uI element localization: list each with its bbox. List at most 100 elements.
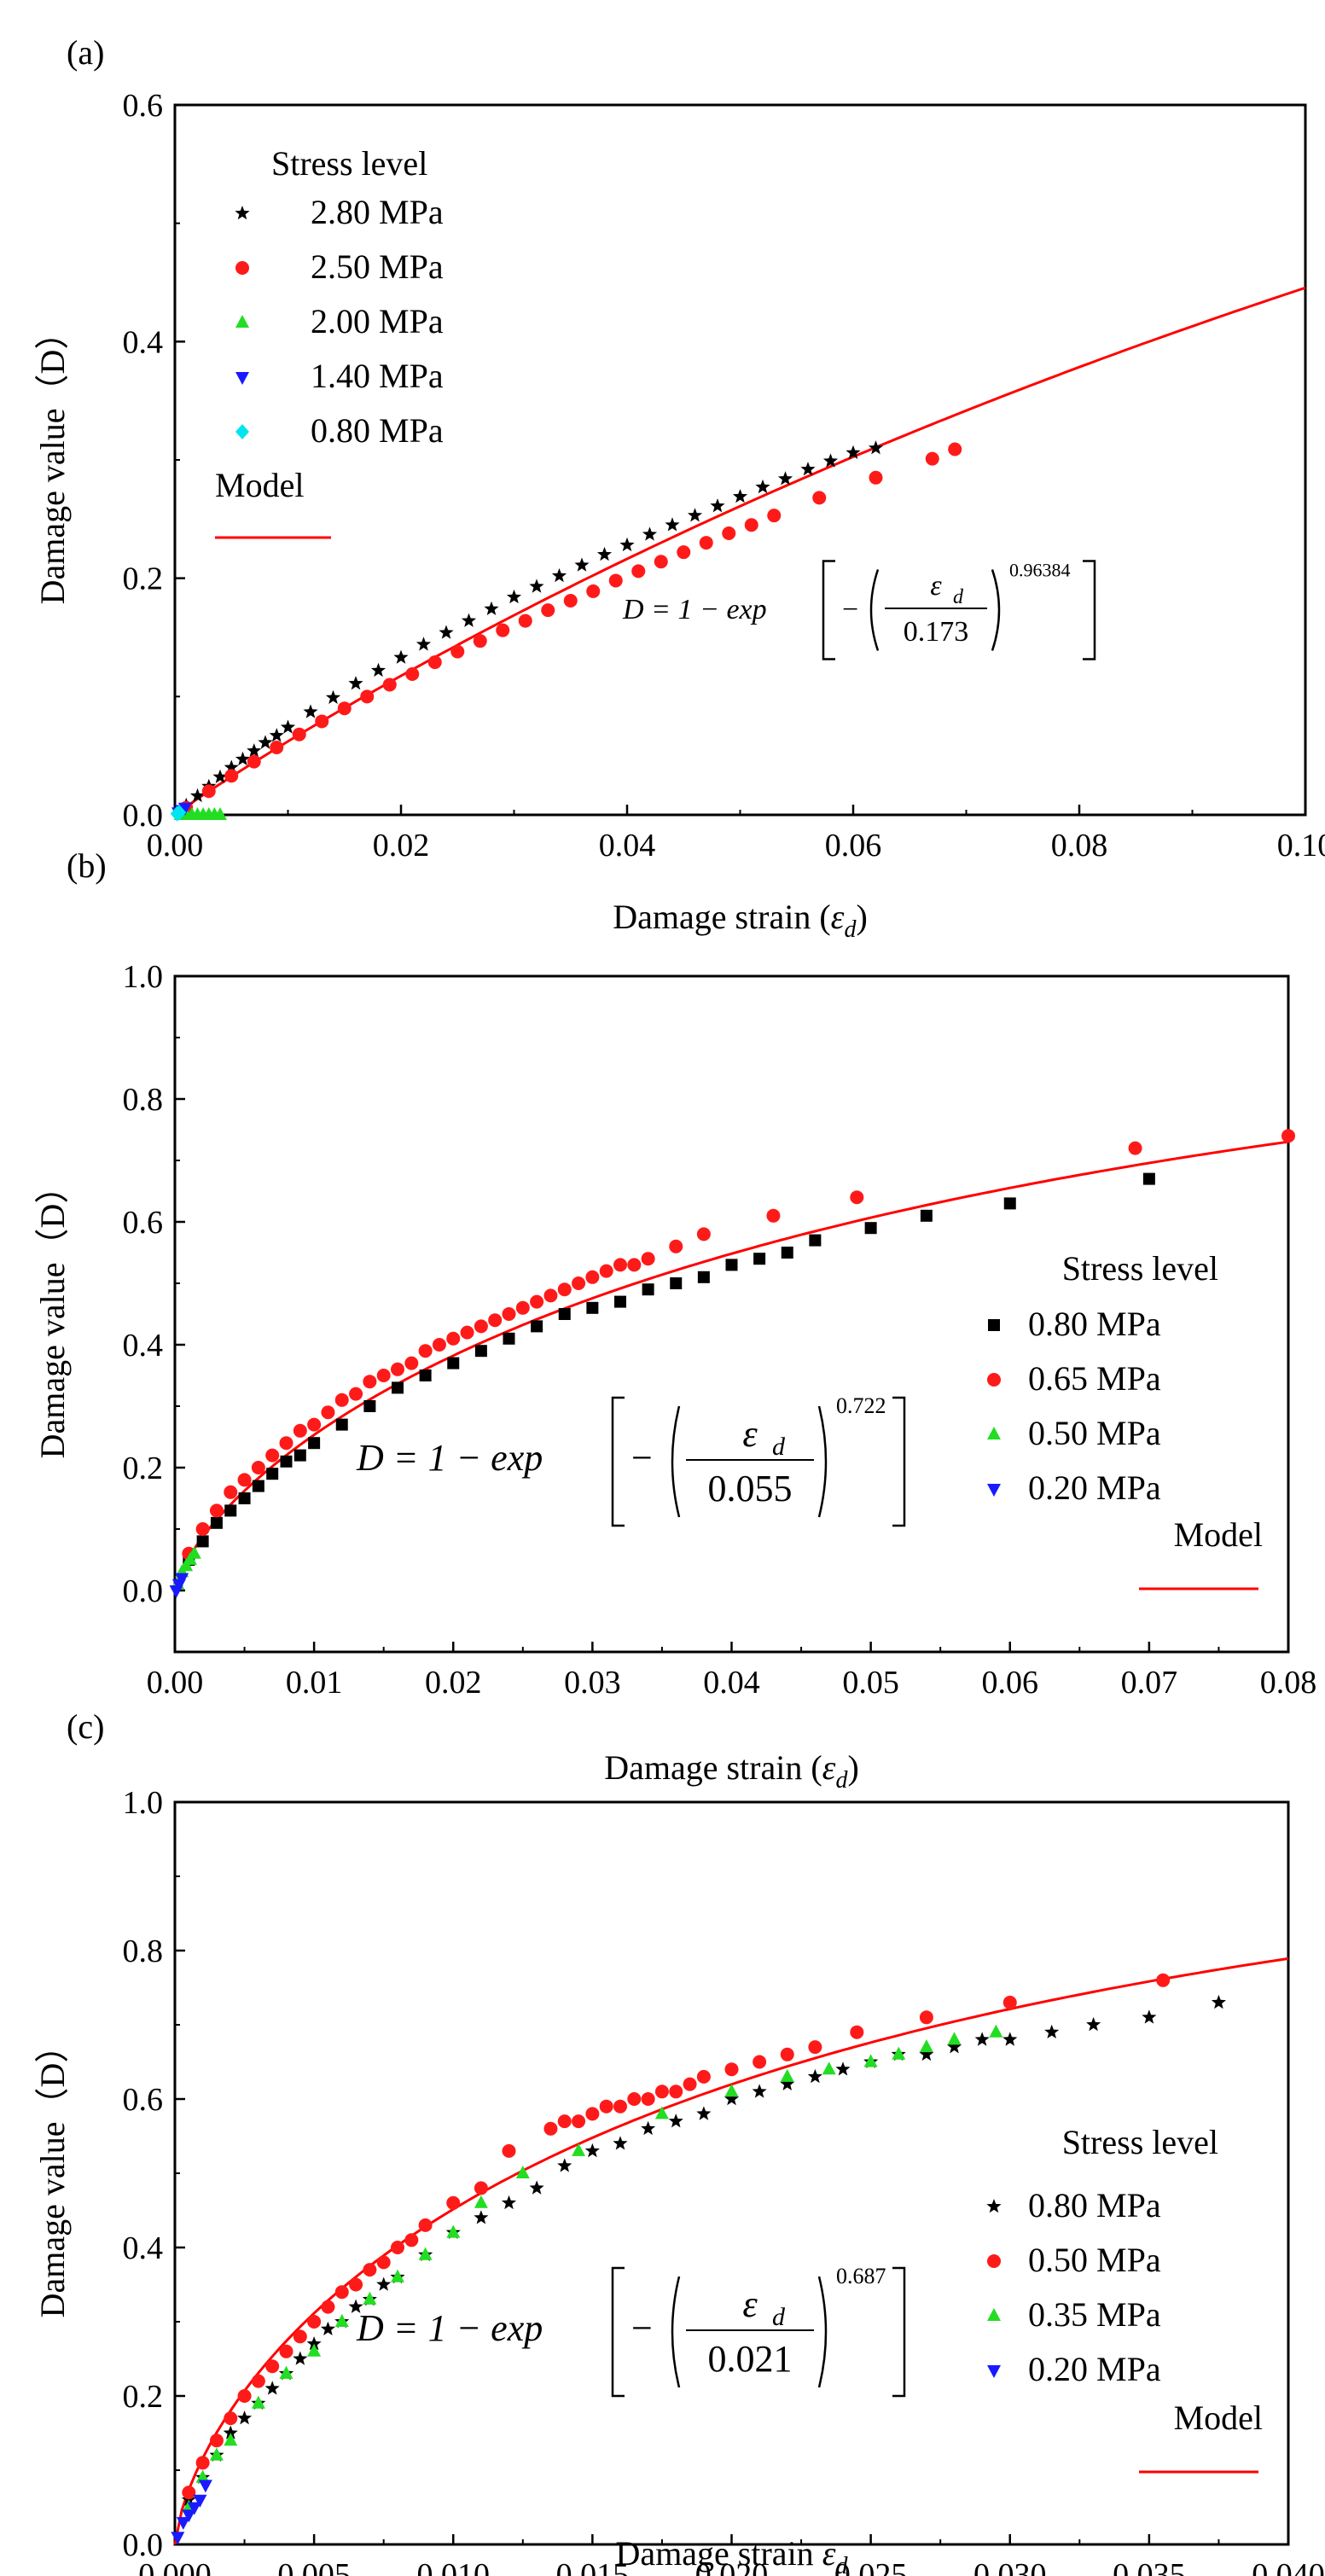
data-point [596, 546, 613, 561]
data-point [669, 1239, 683, 1253]
data-point [171, 2532, 185, 2545]
y-tick-label: 0.2 [123, 2379, 164, 2415]
data-point [488, 1313, 503, 1328]
data-point [293, 1423, 307, 1438]
equation-exponent: 0.687 [836, 2264, 886, 2288]
data-point [363, 1375, 377, 1389]
equation: D = 1 − exp − ε d 0.055 0.722 [356, 1393, 906, 1527]
data-point [518, 613, 532, 628]
data-point [247, 743, 262, 758]
x-tick-label: 0.08 [1260, 1665, 1317, 1701]
legend-marker [987, 1427, 1001, 1439]
data-point [807, 2068, 822, 2084]
data-point [473, 634, 487, 648]
x-tick-label: 0.025 [834, 2557, 908, 2576]
chart-panel-2: (b) 0.00 0.01 0.02 0.03 0.04 0.05 0.06 0.07 0.08 0… [33, 846, 1316, 1794]
data-point [392, 1381, 404, 1394]
x-tick-label: 0.040 [1252, 2557, 1325, 2576]
legend-marker [986, 2199, 1002, 2213]
data-point [608, 573, 623, 588]
data-point [376, 1369, 391, 1382]
data-point [363, 2291, 377, 2305]
data-point [585, 2107, 600, 2121]
data-point [446, 2195, 461, 2210]
data-point [892, 2046, 906, 2060]
equation-exponent: 0.722 [836, 1393, 886, 1418]
legend-marker [235, 372, 249, 385]
data-point [699, 536, 713, 550]
data-point [925, 451, 939, 466]
legend-marker [235, 424, 249, 439]
data-point [654, 2085, 669, 2099]
data-point [405, 666, 420, 681]
y-tick-label: 0.4 [123, 1328, 164, 1364]
y-tick-label: 0.6 [123, 2082, 164, 2118]
equation-denominator: 0.021 [708, 2338, 793, 2380]
data-point [724, 2091, 740, 2106]
x-axis-title-close: ) [847, 1748, 858, 1787]
data-point [835, 2061, 851, 2076]
data-point [946, 2039, 962, 2054]
data-point [557, 2114, 572, 2129]
x-tick-label: 0.010 [417, 2557, 491, 2576]
x-axis-title-symbol: ε [822, 1748, 836, 1787]
data-point [529, 579, 544, 593]
data-point [280, 719, 296, 734]
equation-lhs: D = 1 − exp [356, 1437, 543, 1479]
equation-lhs: D = 1 − exp [622, 594, 767, 625]
legend-model-label: Model [1174, 2399, 1263, 2437]
equation-right-paren [817, 2276, 828, 2388]
panel-label: (c) [67, 1707, 104, 1746]
data-point [696, 2069, 711, 2084]
x-tick-label: 0.06 [825, 828, 882, 864]
legend-label: 0.20 MPa [1028, 2350, 1161, 2388]
data-point [781, 1247, 793, 1259]
data-point [370, 662, 386, 677]
data-point [846, 445, 861, 459]
data-point [293, 2329, 307, 2344]
legend: Stress level 2.80 MPa 2.50 MPa 2.00 MPa 1.40… [215, 144, 444, 539]
data-point [1003, 1197, 1016, 1210]
data-point [325, 689, 341, 704]
equation-left-bracket [822, 560, 835, 660]
data-point [382, 677, 397, 692]
y-tick-label: 0.8 [123, 1933, 164, 1969]
data-point [586, 1301, 599, 1314]
data-point [279, 2365, 293, 2379]
data-point [780, 2047, 794, 2061]
data-point [334, 2285, 349, 2300]
data-point [599, 1264, 613, 1278]
equation-right-paren [991, 569, 1001, 651]
x-tick-label: 0.00 [147, 1665, 204, 1701]
data-point [195, 2456, 210, 2470]
data-point [869, 470, 883, 485]
data-point [919, 2010, 933, 2025]
data-point [270, 740, 284, 754]
data-point [306, 2336, 322, 2351]
data-point [868, 440, 884, 455]
data-point [501, 2195, 517, 2210]
data-point [418, 2247, 433, 2260]
data-point [293, 1449, 306, 1462]
data-point [439, 625, 454, 639]
data-point [641, 2120, 656, 2136]
data-point [502, 1307, 516, 1321]
data-point [780, 2068, 794, 2082]
data-point [613, 2099, 627, 2114]
legend-label: 0.65 MPa [1028, 1359, 1161, 1398]
legend: Stress level 0.80 MPa 0.50 MPa 0.35 MPa 0.20… [986, 2123, 1263, 2474]
data-point [235, 751, 251, 766]
data-point [391, 1362, 404, 1376]
data-point [696, 2106, 712, 2120]
data-point [209, 2447, 224, 2461]
equation: D = 1 − exp − ε d 0.173 0.96384 [622, 560, 1096, 660]
x-tick-label: 0.00 [147, 828, 204, 864]
data-point [238, 1492, 251, 1504]
data-point [258, 735, 273, 749]
data-point [195, 1522, 210, 1536]
data-point [850, 1190, 864, 1205]
data-point [447, 1357, 460, 1369]
equation-exponent: 0.96384 [1009, 560, 1071, 581]
data-point [198, 2480, 212, 2493]
